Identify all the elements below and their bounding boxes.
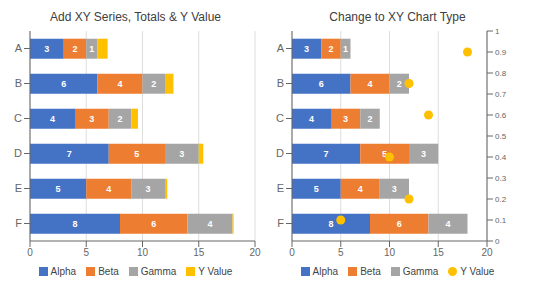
svg-text:6: 6 (319, 79, 324, 89)
html-text:Beta: Beta (360, 265, 381, 277)
svg-text:4: 4 (50, 114, 55, 124)
html-text:Add XY Series, Totals & Y Valu: Add XY Series, Totals & Y Value (50, 10, 221, 24)
svg-text:5: 5 (134, 149, 139, 159)
html-text:Alpha: Alpha (50, 265, 77, 277)
svg-text:4: 4 (358, 184, 363, 194)
svg-text:A: A (15, 42, 23, 54)
svg-text:C: C (276, 112, 284, 124)
svg-text:3: 3 (421, 149, 426, 159)
svg-text:4: 4 (367, 79, 372, 89)
svg-text:8: 8 (328, 219, 333, 229)
svg-text:1: 1 (343, 44, 348, 54)
svg-text:3: 3 (146, 184, 151, 194)
svg-text:A: A (277, 42, 285, 54)
html-text:Y Value: Y Value (460, 265, 495, 277)
svg-text:5: 5 (338, 247, 344, 258)
svg-text:1: 1 (495, 27, 500, 36)
svg-text:0: 0 (495, 237, 500, 246)
svg-text:F: F (277, 217, 284, 229)
svg-text:0.1: 0.1 (495, 216, 507, 225)
html-text:Gamma: Gamma (402, 265, 439, 277)
svg-text:4: 4 (117, 79, 122, 89)
svg-text:6: 6 (397, 219, 402, 229)
svg-text:1: 1 (89, 44, 94, 54)
svg-text:0.4: 0.4 (495, 153, 507, 162)
svg-text:10: 10 (384, 247, 396, 258)
svg-text:15: 15 (433, 247, 445, 258)
svg-text:7: 7 (67, 149, 72, 159)
html-text:Y Value: Y Value (198, 265, 233, 277)
svg-text:B: B (15, 77, 22, 89)
svg-text:3: 3 (89, 114, 94, 124)
svg-text:3: 3 (304, 44, 309, 54)
svg-text:4: 4 (106, 184, 111, 194)
svg-text:3: 3 (392, 184, 397, 194)
svg-text:F: F (15, 217, 22, 229)
svg-text:6: 6 (61, 79, 66, 89)
svg-text:E: E (277, 182, 284, 194)
svg-text:E: E (15, 182, 22, 194)
svg-text:0: 0 (27, 247, 33, 258)
svg-text:3: 3 (44, 44, 49, 54)
svg-text:0: 0 (289, 247, 295, 258)
svg-text:2: 2 (328, 44, 333, 54)
svg-text:4: 4 (207, 219, 212, 229)
svg-text:0.5: 0.5 (495, 132, 507, 141)
svg-text:5: 5 (314, 184, 319, 194)
svg-text:2: 2 (151, 79, 156, 89)
svg-text:7: 7 (324, 149, 329, 159)
svg-text:3: 3 (179, 149, 184, 159)
svg-text:10: 10 (137, 247, 149, 258)
svg-text:4: 4 (445, 219, 450, 229)
svg-text:20: 20 (249, 247, 261, 258)
svg-text:3: 3 (343, 114, 348, 124)
svg-text:0.7: 0.7 (495, 90, 507, 99)
svg-text:5: 5 (83, 247, 89, 258)
svg-text:B: B (277, 77, 284, 89)
svg-text:D: D (14, 147, 22, 159)
html-text:Change to XY Chart Type: Change to XY Chart Type (329, 10, 466, 24)
svg-text:5: 5 (382, 148, 388, 159)
svg-text:15: 15 (193, 247, 205, 258)
svg-text:0.2: 0.2 (495, 195, 507, 204)
svg-text:20: 20 (481, 247, 493, 258)
svg-text:2: 2 (367, 114, 372, 124)
svg-text:0.8: 0.8 (495, 69, 507, 78)
html-text:Gamma: Gamma (140, 265, 177, 277)
html-text:Alpha: Alpha (312, 265, 339, 277)
svg-text:C: C (14, 112, 22, 124)
svg-text:0.9: 0.9 (495, 48, 507, 57)
svg-text:2: 2 (117, 114, 122, 124)
svg-text:4: 4 (309, 114, 314, 124)
svg-text:D: D (276, 147, 284, 159)
svg-text:2: 2 (397, 79, 402, 89)
svg-text:2: 2 (72, 44, 77, 54)
svg-text:6: 6 (151, 219, 156, 229)
svg-text:0.3: 0.3 (495, 174, 507, 183)
svg-text:0.6: 0.6 (495, 111, 507, 120)
svg-text:5: 5 (56, 184, 61, 194)
html-text:Beta: Beta (98, 265, 119, 277)
svg-text:8: 8 (72, 219, 77, 229)
